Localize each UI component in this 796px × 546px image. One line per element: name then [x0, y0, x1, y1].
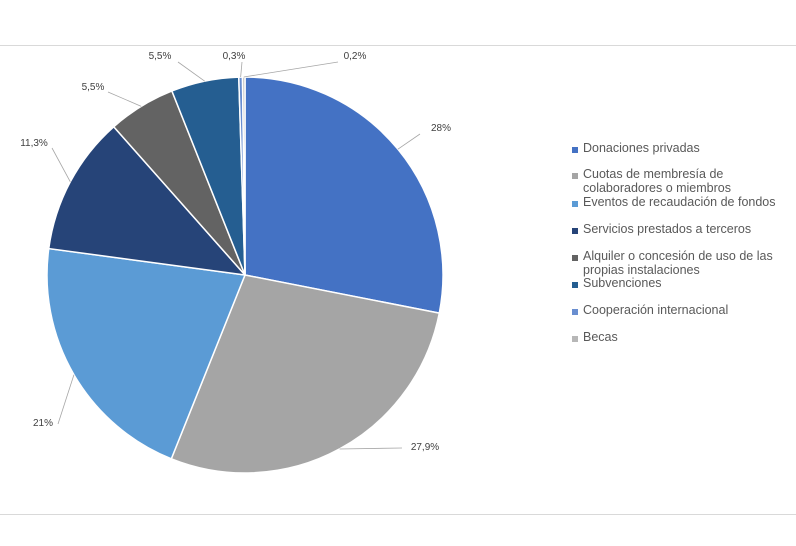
- legend-item: Alquiler o concesión de uso de las propi…: [572, 249, 792, 277]
- data-labels: 28% 27,9% 21% 11,3% 5,5% 5,5% 0,3% 0,2%: [20, 51, 451, 453]
- legend-label: Cooperación internacional: [583, 303, 729, 317]
- legend-item: Servicios prestados a terceros: [572, 222, 792, 237]
- pie-slice: [244, 76, 444, 315]
- legend-swatch: [572, 309, 578, 315]
- data-label: 27,9%: [411, 442, 439, 453]
- pie-slice: [46, 247, 247, 460]
- data-label: 11,3%: [20, 138, 48, 149]
- data-label: 0,3%: [223, 51, 246, 62]
- legend-item: Eventos de recaudación de fondos: [572, 195, 792, 210]
- legend-label: Alquiler o concesión de uso de las propi…: [583, 249, 773, 277]
- data-label: 5,5%: [149, 51, 172, 62]
- leader-lines: [51, 61, 421, 450]
- data-label: 28%: [431, 123, 451, 134]
- leader-line: [177, 61, 205, 82]
- data-label: 5,5%: [82, 82, 105, 93]
- legend-label: Cuotas de membresía de colaboradores o m…: [583, 167, 731, 195]
- legend-label: Donaciones privadas: [583, 141, 700, 155]
- legend-swatch: [572, 201, 578, 207]
- legend-label: Eventos de recaudación de fondos: [583, 195, 776, 209]
- legend-item: Becas: [572, 330, 792, 345]
- leader-line: [339, 447, 403, 450]
- legend-item: Cuotas de membresía de colaboradores o m…: [572, 167, 792, 195]
- bottom-divider: [0, 514, 796, 515]
- legend-item: Donaciones privadas: [572, 141, 792, 156]
- legend-swatch: [572, 255, 578, 261]
- legend-label: Becas: [583, 330, 618, 344]
- legend-item: Cooperación internacional: [572, 303, 792, 318]
- data-label: 21%: [33, 418, 53, 429]
- legend-swatch: [572, 336, 578, 342]
- legend-item: Subvenciones: [572, 276, 792, 291]
- pie-slices: [46, 76, 444, 474]
- pie-slice: [47, 125, 247, 277]
- legend-swatch: [572, 228, 578, 234]
- legend-label: Servicios prestados a terceros: [583, 222, 752, 236]
- top-divider: [0, 45, 796, 46]
- data-label: 0,2%: [344, 51, 367, 62]
- leader-line: [51, 147, 71, 183]
- leader-line: [397, 133, 421, 150]
- leader-line: [107, 91, 142, 107]
- leader-line: [240, 61, 243, 78]
- leader-line: [57, 374, 75, 425]
- legend-swatch: [572, 282, 578, 288]
- legend-swatch: [572, 147, 578, 153]
- legend-label: Subvenciones: [583, 276, 662, 290]
- legend-swatch: [572, 173, 578, 179]
- leader-line: [243, 61, 339, 78]
